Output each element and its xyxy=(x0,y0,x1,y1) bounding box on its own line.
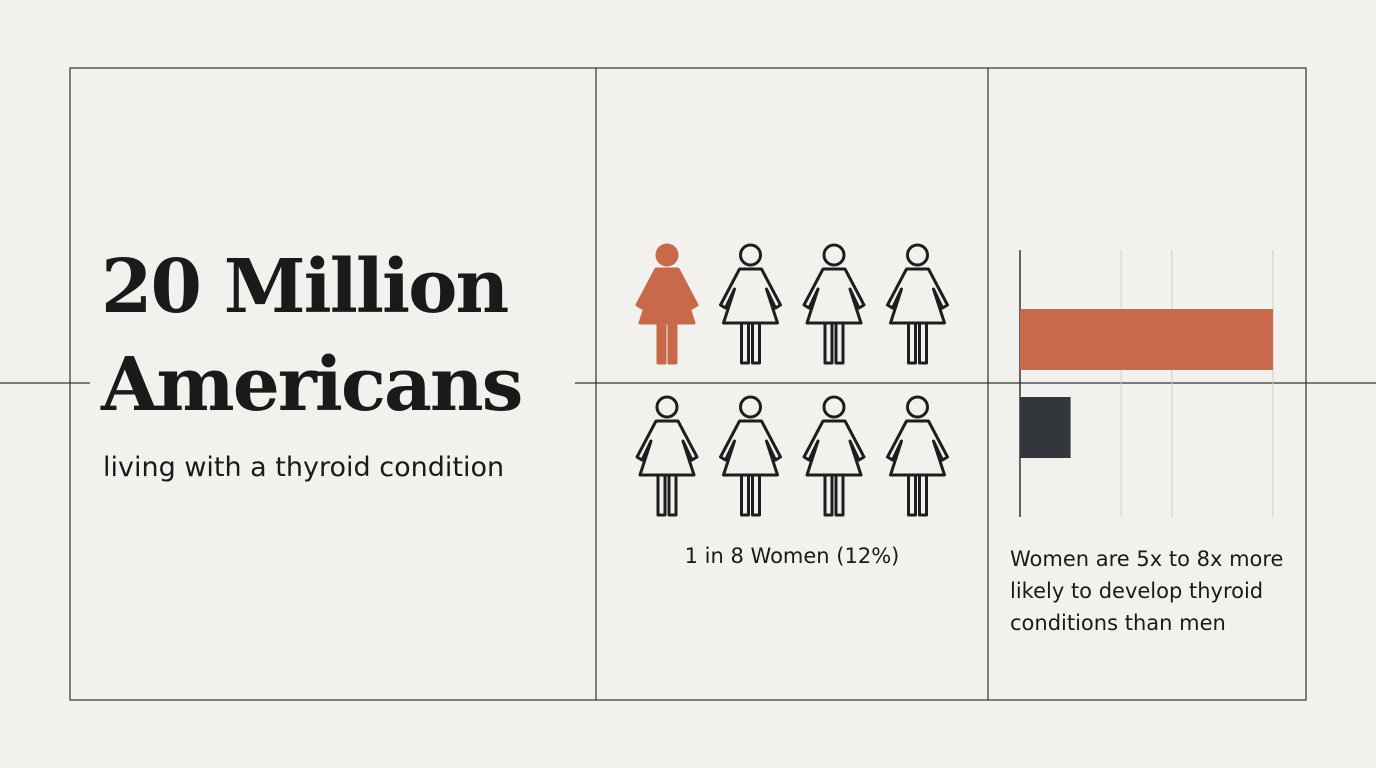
headline-line: Americans xyxy=(101,342,523,428)
person-leg xyxy=(656,321,667,365)
pictogram-caption: 1 in 8 Women (12%) xyxy=(684,544,900,568)
person-body xyxy=(802,419,866,477)
headline-line: 20 Million xyxy=(101,244,509,330)
person-head xyxy=(906,243,929,267)
person-icon xyxy=(635,395,699,517)
person-icon xyxy=(886,395,949,517)
person-leg xyxy=(907,473,917,517)
person-head xyxy=(822,243,846,267)
person-head xyxy=(655,395,679,419)
person-head xyxy=(739,395,762,419)
person-leg xyxy=(918,473,928,517)
person-icon xyxy=(635,243,699,365)
bar xyxy=(1020,309,1273,370)
person-leg xyxy=(907,321,917,365)
person-leg xyxy=(834,473,845,517)
person-icon xyxy=(802,243,866,365)
subtitle: living with a thyroid condition xyxy=(103,452,505,483)
chart-caption: Women are 5x to 8x more likely to develo… xyxy=(1010,547,1284,635)
person-leg xyxy=(656,473,667,517)
person-leg xyxy=(823,473,834,517)
person-leg xyxy=(667,321,678,365)
person-head xyxy=(655,243,679,267)
frame xyxy=(0,67,1376,701)
bar-chart xyxy=(1019,250,1274,517)
person-body xyxy=(635,419,699,477)
person-leg xyxy=(667,473,678,517)
person-leg xyxy=(740,473,750,517)
person-icon xyxy=(719,395,782,517)
person-leg xyxy=(918,321,928,365)
person-body xyxy=(886,419,949,477)
person-body xyxy=(802,267,866,325)
person-icon xyxy=(719,243,782,365)
person-leg xyxy=(751,321,761,365)
pictogram xyxy=(635,243,949,517)
person-body xyxy=(635,267,699,325)
person-icon xyxy=(802,395,866,517)
person-body xyxy=(719,267,782,325)
person-leg xyxy=(751,473,761,517)
person-head xyxy=(822,395,846,419)
person-body xyxy=(719,419,782,477)
bar xyxy=(1020,397,1071,458)
frame-border xyxy=(69,67,1307,701)
person-leg xyxy=(823,321,834,365)
headline: 20 Million Americans xyxy=(101,238,523,434)
person-body xyxy=(886,267,949,325)
person-head xyxy=(906,395,929,419)
person-leg xyxy=(834,321,845,365)
person-icon xyxy=(886,243,949,365)
person-leg xyxy=(740,321,750,365)
person-head xyxy=(739,243,762,267)
